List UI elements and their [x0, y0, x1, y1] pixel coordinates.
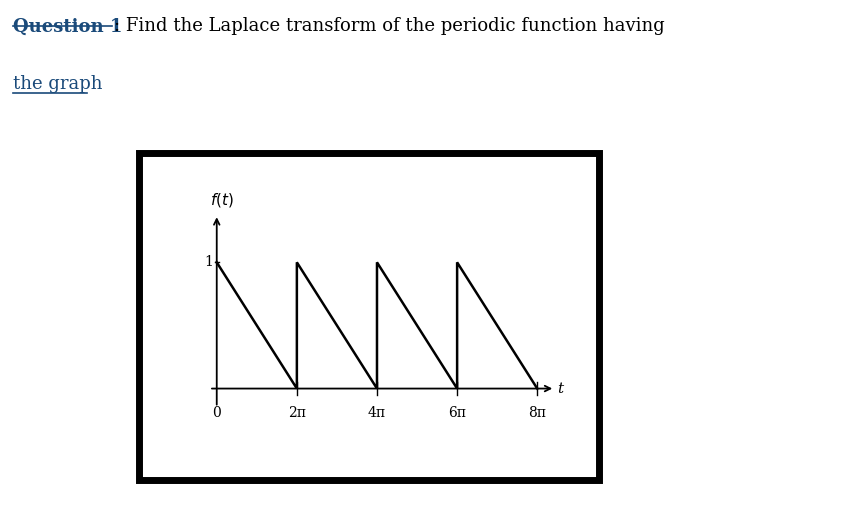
Text: t: t: [557, 382, 563, 396]
Text: : Find the Laplace transform of the periodic function having: : Find the Laplace transform of the peri…: [114, 17, 664, 35]
Text: the graph: the graph: [13, 75, 102, 93]
Text: 8π: 8π: [529, 406, 546, 420]
Text: 1: 1: [204, 256, 213, 269]
Text: 0: 0: [212, 406, 221, 420]
Text: $f(t)$: $f(t)$: [210, 191, 234, 209]
Text: 4π: 4π: [368, 406, 386, 420]
Text: 6π: 6π: [448, 406, 466, 420]
Text: 2π: 2π: [288, 406, 306, 420]
Text: Question 1: Question 1: [13, 17, 122, 35]
